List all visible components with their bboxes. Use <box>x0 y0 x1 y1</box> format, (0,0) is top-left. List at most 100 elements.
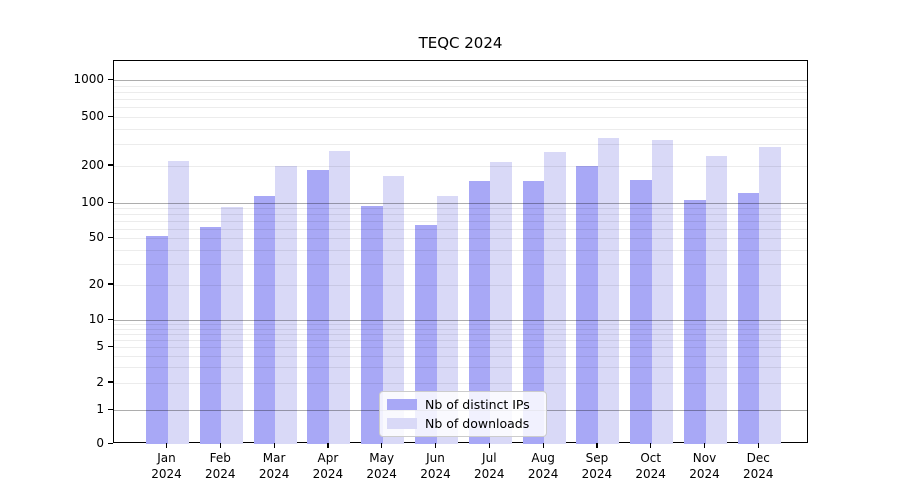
bar-downloads-nov <box>705 156 727 444</box>
y-tick-mark <box>108 283 113 285</box>
minor-gridline <box>114 228 807 230</box>
legend-item-distinct-ips: Nb of distinct IPs <box>387 397 538 412</box>
x-tick-mark <box>327 443 329 448</box>
bar-ips-feb <box>199 227 222 444</box>
y-tick-mark <box>108 115 113 117</box>
x-tick-label-may: May 2024 <box>366 451 397 481</box>
minor-gridline <box>114 214 807 216</box>
x-tick-mark <box>273 443 275 448</box>
x-tick-mark <box>381 443 383 448</box>
x-tick-label-mar: Mar 2024 <box>258 451 290 481</box>
bar-downloads-apr <box>328 150 351 444</box>
major-gridline <box>114 320 807 321</box>
bar-downloads-jan <box>167 160 189 444</box>
plot-area: Nb of distinct IPs Nb of downloads <box>113 60 808 444</box>
x-tick-mark <box>542 443 544 448</box>
y-tick-label-1000: 1000 <box>73 72 104 86</box>
minor-gridline <box>114 208 807 210</box>
bar-ips-jun <box>415 224 437 444</box>
y-tick-label-200: 200 <box>81 157 104 172</box>
x-tick-label-jul: Jul 2024 <box>474 451 505 481</box>
minor-gridline <box>114 249 807 251</box>
minor-gridline <box>114 339 807 341</box>
minor-gridline <box>114 324 807 326</box>
legend-label-distinct-ips: Nb of distinct IPs <box>425 397 530 412</box>
x-tick-label-oct: Oct 2024 <box>635 451 666 481</box>
legend-item-downloads: Nb of downloads <box>387 416 538 431</box>
bar-downloads-dec <box>759 147 781 444</box>
minor-gridline <box>114 367 807 369</box>
y-tick-mark <box>108 318 113 320</box>
bar-downloads-may <box>382 176 405 444</box>
y-tick-mark <box>108 408 113 410</box>
y-tick-mark <box>108 236 113 239</box>
x-tick-label-aug: Aug 2024 <box>527 451 559 481</box>
bar-downloads-oct <box>651 140 674 444</box>
minor-gridline <box>114 221 807 223</box>
y-tick-label-20: 20 <box>88 276 104 291</box>
x-tick-label-feb: Feb 2024 <box>205 451 236 481</box>
y-tick-mark <box>108 381 113 383</box>
x-tick-label-jun: Jun 2024 <box>420 451 451 481</box>
x-tick-mark <box>704 443 706 448</box>
legend-swatch-downloads-icon <box>387 418 417 429</box>
bar-downloads-jul <box>490 162 512 444</box>
y-tick-mark <box>108 345 113 347</box>
y-tick-label-0: 0 <box>96 436 104 450</box>
x-tick-mark <box>435 443 437 448</box>
major-gridline <box>114 203 807 204</box>
minor-gridline <box>114 328 807 330</box>
x-tick-mark <box>596 443 598 448</box>
bar-ips-dec <box>737 193 760 444</box>
y-tick-label-2: 2 <box>96 374 104 389</box>
minor-gridline <box>114 347 807 349</box>
major-gridline <box>114 80 807 81</box>
x-tick-label-dec: Dec 2024 <box>743 451 774 481</box>
grid-layer <box>114 61 807 442</box>
bar-ips-mar <box>253 195 276 444</box>
x-tick-label-jan: Jan 2024 <box>151 451 182 481</box>
x-tick-mark <box>488 443 491 448</box>
x-tick-mark <box>757 443 760 448</box>
minor-gridline <box>114 165 807 167</box>
bar-ips-nov <box>684 200 706 444</box>
bar-downloads-jun <box>436 195 458 444</box>
y-tick-mark <box>108 201 113 203</box>
x-tick-mark <box>650 443 652 448</box>
minor-gridline <box>114 238 807 240</box>
bar-downloads-feb <box>221 207 243 444</box>
bar-ips-oct <box>630 179 652 444</box>
bars-layer <box>114 61 807 444</box>
bar-ips-jan <box>146 236 168 444</box>
x-tick-mark <box>219 443 222 448</box>
minor-gridline <box>114 144 807 146</box>
x-tick-label-apr: Apr 2024 <box>312 451 344 481</box>
bar-ips-may <box>361 205 383 444</box>
minor-gridline <box>114 91 807 93</box>
minor-gridline <box>114 382 807 384</box>
y-tick-mark <box>108 442 113 444</box>
y-tick-label-1: 1 <box>96 402 104 416</box>
y-tick-label-500: 500 <box>81 109 104 124</box>
minor-gridline <box>114 85 807 87</box>
y-tick-label-5: 5 <box>96 339 104 354</box>
bar-ips-sep <box>576 165 598 444</box>
bar-downloads-aug <box>544 151 566 444</box>
x-tick-label-nov: Nov 2024 <box>689 451 720 481</box>
x-tick-label-sep: Sep 2024 <box>581 451 613 481</box>
legend-swatch-ips-icon <box>387 399 417 410</box>
legend: Nb of distinct IPs Nb of downloads <box>379 391 547 437</box>
minor-gridline <box>114 355 807 357</box>
bar-downloads-sep <box>597 137 620 444</box>
y-tick-label-100: 100 <box>81 195 104 209</box>
y-tick-mark <box>108 164 113 166</box>
x-tick-mark <box>166 443 168 448</box>
minor-gridline <box>114 99 807 101</box>
minor-gridline <box>114 264 807 266</box>
y-tick-label-10: 10 <box>88 312 104 326</box>
bar-ips-jul <box>468 181 491 444</box>
y-tick-mark <box>108 78 113 80</box>
bar-ips-aug <box>522 181 545 444</box>
y-tick-label-50: 50 <box>88 230 104 245</box>
